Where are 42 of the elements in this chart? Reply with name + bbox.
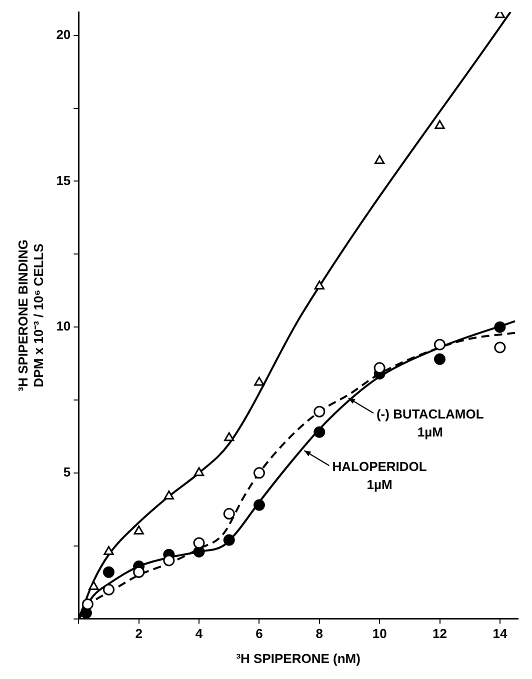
- point: [253, 467, 265, 479]
- point: [164, 490, 174, 500]
- point: [314, 406, 326, 418]
- point: [254, 376, 264, 386]
- y-tick-label: 15: [56, 172, 71, 188]
- x-tick-label: 4: [195, 626, 204, 642]
- point: [314, 280, 324, 290]
- point: [314, 426, 326, 438]
- x-tick-label: 14: [492, 626, 508, 642]
- annotation: HALOPERIDOL 1µM: [332, 459, 427, 492]
- point: [103, 584, 114, 596]
- y-tick-label: 10: [56, 318, 71, 334]
- point: [374, 362, 386, 374]
- x-tick-label: 12: [432, 626, 447, 642]
- point: [253, 499, 265, 511]
- annotation: (-) BUTACLAMOL 1µM: [376, 406, 484, 440]
- point: [223, 508, 235, 520]
- point: [224, 432, 234, 442]
- x-tick-label: 10: [372, 626, 387, 642]
- point: [193, 537, 205, 549]
- y-tick-label: 5: [63, 464, 71, 480]
- point: [88, 580, 99, 590]
- point: [494, 321, 506, 333]
- point: [133, 566, 145, 578]
- point: [103, 566, 114, 578]
- point: [82, 598, 94, 610]
- point: [494, 342, 506, 354]
- point: [434, 338, 446, 350]
- point: [163, 554, 175, 566]
- point: [104, 546, 114, 555]
- x-axis-title: ³H SPIPERONE (nM): [236, 650, 360, 666]
- point: [434, 120, 445, 130]
- y-axis-title: ³H SPIPERONE BINDING DPM x 10⁻³ / 10⁶ CELLS: [15, 240, 46, 392]
- point: [374, 155, 385, 164]
- point: [134, 526, 144, 535]
- x-tick-label: 6: [256, 626, 263, 642]
- x-tick-label: 2: [135, 626, 142, 642]
- y-tick-label: 20: [56, 26, 71, 42]
- point: [194, 467, 204, 476]
- point: [434, 353, 446, 365]
- point: [223, 534, 235, 546]
- x-tick-label: 8: [316, 626, 324, 642]
